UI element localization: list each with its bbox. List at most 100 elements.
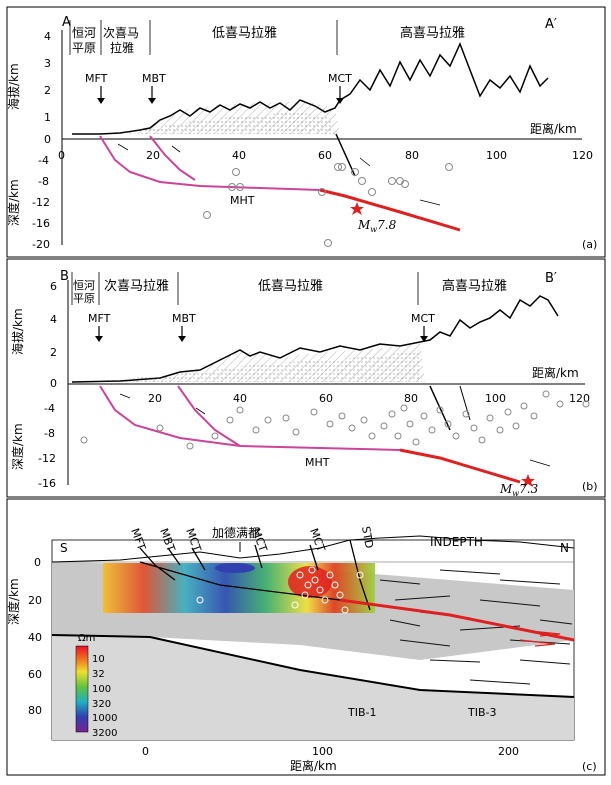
panel-b-seismicity [80, 390, 590, 450]
panel-a-label: (a) [582, 238, 597, 251]
panel-a-ylabel-top: 海拔/km [6, 63, 21, 110]
panel-a-ytick: -20 [32, 238, 50, 251]
panel-c-lower-crust [52, 635, 574, 740]
panel-c-topography [51, 535, 575, 563]
panel-a-corner-left: A [62, 15, 71, 30]
panel-b-region-gangetic-l1: 恒河 [73, 279, 95, 292]
panel-c-colorbar-tick: 3200 [92, 728, 117, 739]
panel-a-ytick: -8 [38, 175, 49, 188]
panel-a-frame [6, 6, 606, 258]
panel-c-colorbar-tick: 100 [92, 684, 111, 695]
panel-a-seismicity [203, 163, 453, 247]
panel-c-moho [51, 634, 575, 698]
panel-b-xtick: 120 [569, 392, 590, 405]
panel-c-colorbar-tick: 10 [92, 654, 105, 665]
panel-b-corner-left: B [60, 269, 69, 284]
panel-c-frame [6, 498, 606, 776]
panel-a-mht-label: MHT [230, 194, 255, 207]
panel-b-ytick: -16 [38, 477, 56, 490]
panel-c-ytick: 20 [28, 594, 42, 607]
panel-b-region-sub: 次喜马拉雅 [104, 278, 169, 294]
panel-a-fault-mbt: MBT [142, 72, 166, 85]
panel-b-quake-star [521, 474, 535, 487]
panel-a-region-gangetic-l2: 平原 [72, 41, 96, 55]
panel-a-xtick: 0 [58, 149, 65, 162]
panel-a-ytick: 3 [44, 57, 51, 70]
panel-c-ytick: 60 [28, 668, 42, 681]
panel-b-quake-label: Mw7.3 [499, 482, 539, 498]
panel-b-fault-mct: MCT [411, 312, 435, 325]
panel-c-xtick: 0 [142, 745, 149, 758]
panel-c-city: 加德满都 [212, 525, 260, 540]
panel-b-xlabel: 距离/km [532, 365, 579, 380]
panel-c-xlabel: 距离/km [290, 758, 337, 773]
panel-b: B B′ 恒河 平原 次喜马拉雅 低喜马拉雅 高喜马拉雅 6 4 2 0 -4 … [6, 258, 606, 498]
panel-b-region-lesser: 低喜马拉雅 [258, 279, 323, 294]
panel-b-mht-red [399, 448, 521, 484]
panel-a-ytick: -4 [38, 154, 49, 167]
panel-c-label: (c) [582, 760, 597, 773]
panel-c-xtick: 100 [312, 745, 333, 758]
panel-b-ytick: 4 [50, 313, 57, 326]
panel-c-faults [139, 539, 371, 611]
panel-a-ytick: -12 [32, 196, 50, 209]
panel-c-north: N [560, 541, 569, 555]
panel-a-quake-label: Mw7.8 [357, 218, 397, 234]
panel-a-xtick: 60 [318, 149, 332, 162]
panel-c-ytick: 40 [28, 631, 42, 644]
panel-a-ytick-top: 4 [44, 30, 51, 43]
panel-b-mht-label: MHT [305, 456, 330, 469]
panel-a-region-sub-l2: 拉雅 [110, 40, 134, 55]
panel-a-ytick: 1 [44, 111, 51, 124]
panel-a-corner-right: A′ [545, 17, 557, 32]
panel-c-xtick: 200 [498, 745, 519, 758]
panel-a-fault-mft: MFT [85, 72, 108, 85]
panel-b-xtick: 20 [148, 392, 162, 405]
panel-a-ytick: 2 [44, 84, 51, 97]
panel-a-ylabel-bottom: 深度/km [6, 179, 21, 226]
panel-a-xtick: 100 [486, 149, 507, 162]
panel-b-mht-pink [99, 385, 401, 451]
panel-a-mht-pink [99, 135, 321, 191]
panel-b-xtick: 80 [404, 392, 418, 405]
panel-c-colorbar-tick: 320 [92, 699, 111, 710]
panel-b-fault-mbt: MBT [172, 312, 196, 325]
panel-a-xtick: 40 [232, 149, 246, 162]
panel-a-region-higher: 高喜马拉雅 [400, 25, 465, 41]
panel-a-region-gangetic-l1: 恒河 [72, 26, 96, 40]
panel-c-colorbar-tick: 32 [92, 669, 105, 680]
panel-c-colorbar-tick: 1000 [92, 713, 117, 724]
panel-c-project: INDEPTH [430, 535, 483, 549]
panel-a-mht-red [319, 188, 461, 232]
panel-c-ytick: 80 [28, 704, 42, 717]
panel-a-xtick: 20 [146, 149, 160, 162]
panel-a-ytick: -16 [32, 217, 50, 230]
panel-a-quake-star [350, 202, 364, 215]
panel-b-corner-right: B′ [545, 271, 557, 286]
panel-c-fault-std: STD [359, 525, 376, 549]
panel-b-fault-mft: MFT [88, 312, 111, 325]
panel-c-south: S [60, 541, 68, 555]
panel-b-ylabel-bottom: 深度/km [10, 423, 25, 470]
panel-a-ytick: 0 [44, 133, 51, 146]
panel-a-region-sub-l1: 次喜马 [103, 26, 139, 40]
panel-b-ytick: 0 [50, 377, 57, 390]
panel-c-colorbar-unit: Ωm [78, 633, 95, 644]
panel-b-region-higher: 高喜马拉雅 [442, 278, 507, 294]
panel-b-ytick: 6 [50, 280, 57, 293]
panel-c-seismicity [196, 566, 364, 614]
panel-b-ytick: 2 [50, 346, 57, 359]
panel-c-ylabel: 深度/km [6, 578, 21, 625]
panel-a-xtick: 80 [405, 149, 419, 162]
panel-c-ytick: 0 [34, 556, 41, 569]
panel-b-xtick: 40 [233, 392, 247, 405]
panel-a-fault-mct: MCT [328, 72, 352, 85]
panel-c-tib1: TIB-1 [347, 706, 376, 719]
panel-a: A A′ 恒河 平原 次喜马 拉雅 低喜马拉雅 高喜马拉雅 4 3 2 1 0 … [6, 6, 606, 258]
panel-c: MFT MBT MCT MCT MCT STD 加德满都 INDEPTH S N… [6, 498, 606, 776]
panel-b-frame [6, 258, 606, 498]
panel-a-xlabel: 距离/km [530, 121, 577, 136]
panel-a-xtick: 120 [572, 149, 593, 162]
